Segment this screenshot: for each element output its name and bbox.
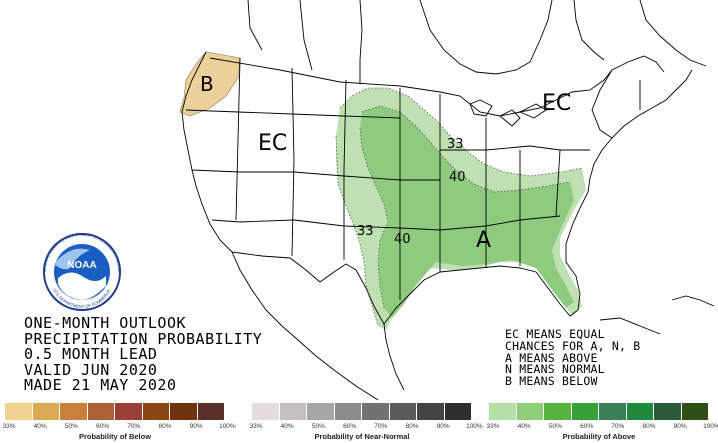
contour-label-33-south: 33 [357, 224, 374, 239]
scale-normal-swatch [279, 403, 307, 420]
scale-below-ticks: 33% 40% 50% 60% 70% 80% 90% 100% [2, 420, 235, 432]
scale-below: 33% 40% 50% 60% 70% 80% 90% 100% Probability of… [2, 403, 236, 443]
scale-below-swatch [170, 403, 198, 420]
scale-below-tick: 50% [64, 423, 78, 430]
borders [181, 0, 715, 401]
title-line-3: 0.5 MONTH LEAD [24, 345, 158, 363]
legend-line-5: B MEANS BELOW [505, 374, 598, 389]
scale-above-swatch [489, 403, 517, 420]
scale-above-tick: 40% [517, 423, 531, 430]
title-line-5: MADE 21 MAY 2020 [24, 376, 177, 394]
noaa-acronym: NOAA [67, 260, 96, 271]
scale-normal-tick: 80% [405, 423, 419, 430]
scale-below-tick: 90% [189, 423, 203, 430]
scale-below-swatch [60, 403, 88, 420]
region-label-ec-west: EC [258, 131, 287, 156]
scale-below-swatch [197, 403, 225, 420]
scale-above-swatch [626, 403, 654, 420]
scale-below-tick: 40% [33, 423, 47, 430]
region-label-below: B [200, 72, 214, 96]
scale-above-swatches [489, 403, 709, 420]
scale-below-swatch [142, 403, 170, 420]
scale-above: 33% 40% 50% 60% 70% 80% 90% 100% Probability of… [486, 403, 718, 443]
scale-below-swatch [115, 403, 143, 420]
contour-label-40-south: 40 [394, 232, 411, 247]
scale-above-swatch [571, 403, 599, 420]
scale-above-tick: 100% [703, 423, 718, 430]
scale-below-tick: 100% [219, 423, 236, 430]
scale-above-tick: 70% [611, 423, 625, 430]
scale-normal-swatch [362, 403, 390, 420]
scale-below-swatch [5, 403, 33, 420]
scale-normal-tick: 70% [374, 423, 388, 430]
scale-below-swatch [87, 403, 115, 420]
scale-above-swatch [544, 403, 572, 420]
scale-above-swatch [599, 403, 627, 420]
region-label-ec-east: EC [542, 91, 571, 116]
scale-below-swatches [5, 403, 225, 420]
scale-normal-tick: 50% [311, 423, 325, 430]
scale-normal-swatch [444, 403, 472, 420]
legend-line-3: A MEANS ABOVE [505, 350, 598, 365]
scale-below-tick: 80% [158, 423, 172, 430]
scale-above-tick: 90% [673, 423, 687, 430]
scale-below-swatch [32, 403, 60, 420]
title-line-4: VALID JUN 2020 [24, 360, 158, 379]
scale-normal-swatch [389, 403, 417, 420]
scale-above-tick: 50% [548, 423, 562, 430]
scale-above-title: Probability of Above [562, 432, 636, 441]
scale-above-swatch [681, 403, 709, 420]
legend-line-4: N MEANS NORMAL [505, 362, 605, 377]
scale-normal-swatch [417, 403, 445, 420]
scale-normal-swatches [252, 403, 472, 420]
scale-above-ticks: 33% 40% 50% 60% 70% 80% 90% 100% [486, 420, 718, 432]
scale-normal: 33% 40% 50% 60% 70% 80% 90% 100% Probability of… [249, 403, 483, 443]
scale-normal-tick: 33% [249, 423, 263, 430]
outlook-title-block: ONE-MONTH OUTLOOK PRECIPITATION PROBABIL… [24, 314, 263, 394]
noaa-logo: NOAA NATIONAL OCEANIC AND ATMOSPHERIC AD… [0, 0, 122, 311]
scale-above-tick: 33% [486, 423, 500, 430]
scale-normal-swatch [252, 403, 280, 420]
scale-normal-tick: 40% [280, 423, 294, 430]
scale-normal-title: Probability of Near-Normal [314, 432, 410, 441]
scale-normal-swatch [334, 403, 362, 420]
scale-below-tick: 70% [127, 423, 141, 430]
scale-below-tick: 60% [96, 423, 110, 430]
title-line-2: PRECIPITATION PROBABILITY [24, 329, 263, 348]
contour-label-33-north: 33 [447, 137, 464, 152]
scale-above-tick: 60% [580, 423, 594, 430]
scale-above-swatch [654, 403, 682, 420]
legend-line-2: CHANCES FOR A, N, B [505, 338, 641, 353]
scale-above-tick: 80% [642, 423, 656, 430]
region-label-above: A [476, 228, 491, 253]
scale-normal-tick: 100% [466, 423, 483, 430]
scale-normal-swatch [307, 403, 335, 420]
scale-normal-tick: 60% [343, 423, 357, 430]
scale-normal-tick: 90% [436, 423, 450, 430]
below-normal-region [179, 51, 241, 117]
category-legend: EC MEANS EQUAL CHANCES FOR A, N, B A MEA… [505, 327, 641, 389]
svg-text:NATIONAL OCEANIC AND ATMOSPHER: NATIONAL OCEANIC AND ATMOSPHERIC ADMINIS… [0, 0, 122, 273]
above-normal-40-region [360, 106, 574, 318]
legend-line-1: EC MEANS EQUAL [505, 327, 605, 341]
noaa-ring-text: NATIONAL OCEANIC AND ATMOSPHERIC ADMINIS… [0, 0, 122, 273]
scale-below-tick: 33% [2, 423, 16, 430]
title-line-1: ONE-MONTH OUTLOOK [24, 314, 187, 332]
scale-above-swatch [516, 403, 544, 420]
scale-below-title: Probability of Below [78, 432, 152, 441]
contour-label-40-north: 40 [449, 170, 466, 185]
scale-normal-ticks: 33% 40% 50% 60% 70% 80% 90% 100% [249, 420, 482, 432]
